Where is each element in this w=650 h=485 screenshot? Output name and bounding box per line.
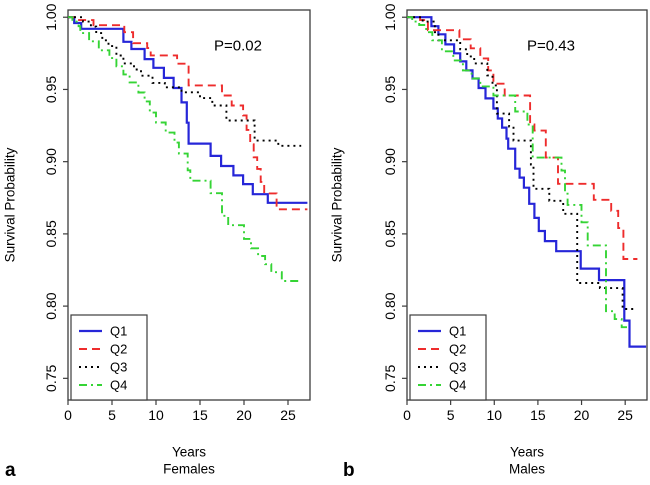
x-tick-label-b: 15: [530, 407, 546, 423]
plot-box-b: [406, 9, 648, 401]
survival-curve-Q2-a: [68, 16, 308, 211]
pvalue-label-a: P=0.02: [214, 37, 262, 55]
y-tick-label-b: 0.80: [382, 292, 398, 319]
group-label-males: Males: [508, 461, 546, 477]
x-tick-label-b: 25: [617, 407, 633, 423]
survival-curve-Q4-b: [407, 16, 630, 329]
x-tick-label-a: 20: [236, 407, 252, 423]
survival-curve-Q1-a: [68, 16, 308, 204]
pvalue-label-b: P=0.43: [527, 37, 575, 55]
x-axis-label-b: Years: [509, 444, 545, 460]
x-tick-label-a: 15: [192, 407, 208, 423]
x-tick-label-b: 0: [403, 407, 411, 423]
y-tick-label-b: 1.00: [382, 3, 398, 30]
x-tick-label-a: 10: [148, 407, 164, 423]
y-tick-label-b: 0.85: [382, 220, 398, 247]
x-axis-label-a: Years: [171, 444, 207, 460]
legend-box-a: [70, 314, 148, 401]
legend-label-Q3-a: Q3: [110, 360, 127, 375]
x-tick-label-b: 10: [486, 407, 502, 423]
y-axis-label-a: Survival Probability: [2, 147, 18, 263]
y-axis-label-b: Survival Probability: [329, 147, 345, 263]
survival-curve-Q3-b: [407, 16, 637, 310]
x-tick-label-b: 5: [447, 407, 455, 423]
y-tick-label-b: 0.90: [382, 148, 398, 175]
legend-label-Q2-a: Q2: [110, 342, 127, 357]
y-tick-label-a: 0.90: [43, 148, 59, 175]
x-tick-label-a: 5: [108, 407, 116, 423]
y-tick-label-a: 0.75: [43, 364, 59, 391]
legend-label-Q3-b: Q3: [449, 360, 466, 375]
legend-label-Q4-b: Q4: [449, 378, 466, 393]
y-tick-label-a: 1.00: [43, 3, 59, 30]
x-tick-label-a: 25: [280, 407, 296, 423]
survival-curve-Q4-a: [68, 16, 299, 282]
survival-curve-Q1-b: [407, 16, 647, 348]
legend-label-Q4-a: Q4: [110, 378, 127, 393]
survival-curve-Q2-b: [407, 16, 638, 260]
legend-box-b: [409, 314, 487, 401]
panel-letter-a: a: [5, 460, 16, 481]
x-tick-label-a: 0: [64, 407, 72, 423]
group-label-females: Females: [163, 461, 215, 477]
x-tick-label-b: 20: [574, 407, 590, 423]
y-tick-label-b: 0.75: [382, 364, 398, 391]
y-tick-label-a: 0.85: [43, 220, 59, 247]
panel-letter-b: b: [343, 460, 355, 481]
legend-label-Q1-b: Q1: [449, 324, 466, 339]
y-tick-label-a: 0.95: [43, 76, 59, 103]
y-tick-label-a: 0.80: [43, 292, 59, 319]
plot-box-a: [67, 9, 311, 401]
survival-curve-Q3-a: [68, 16, 302, 147]
legend-label-Q2-b: Q2: [449, 342, 466, 357]
legend-label-Q1-a: Q1: [110, 324, 127, 339]
y-tick-label-b: 0.95: [382, 76, 398, 103]
